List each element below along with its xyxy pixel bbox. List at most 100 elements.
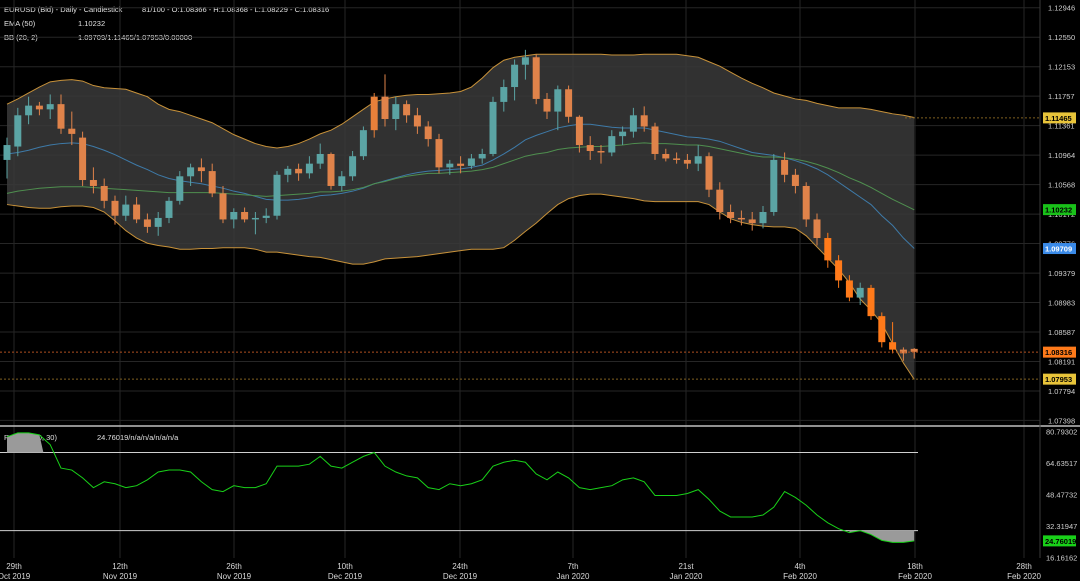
candle-body	[25, 105, 33, 116]
candle-body	[370, 96, 378, 131]
candle-body	[640, 115, 648, 127]
time-label-month: Jan 2020	[670, 572, 703, 581]
candle-body	[673, 158, 681, 160]
candle-body	[230, 212, 238, 220]
candle-body	[100, 185, 108, 201]
rsi-oversold-fill	[849, 530, 915, 543]
candle-body	[910, 348, 918, 352]
rsi-tick-label: 48.47732	[1046, 491, 1077, 500]
bb-upper-badge-label: 1.11465	[1045, 114, 1072, 123]
candle-body	[889, 342, 897, 350]
price-axis: 1.12946 1.12550 1.12153 1.11757 1.11361 1.109…	[0, 0, 1080, 558]
candle-body	[532, 57, 540, 99]
candle-body	[629, 115, 637, 132]
candle-body	[457, 163, 465, 166]
candle-body	[597, 151, 605, 153]
candle-body	[403, 104, 411, 116]
candle-body	[14, 115, 22, 147]
candle-body	[165, 200, 173, 218]
candle-body	[651, 126, 659, 154]
bb-middle-badge-label: 1.09709	[1045, 245, 1072, 254]
candle-body	[781, 159, 789, 175]
time-label-day: 12th	[112, 562, 128, 571]
candle-body	[716, 189, 724, 212]
time-label-day: 18th	[907, 562, 923, 571]
candle-body	[111, 200, 119, 216]
candle-body	[57, 104, 65, 129]
time-label-month: Jan 2020	[557, 572, 590, 581]
chart-title: EURUSD (Bid) - Daily - Candlestick	[4, 5, 123, 14]
price-tick-label: 1.08983	[1048, 299, 1075, 308]
candle-body	[608, 136, 616, 153]
price-tick-label: 1.12550	[1048, 33, 1075, 42]
candles	[0, 49, 1040, 380]
candle-body	[489, 101, 497, 154]
candle-body	[856, 287, 864, 298]
candle-body	[241, 212, 249, 220]
candle-body	[273, 174, 281, 216]
time-label-day: 4th	[794, 562, 805, 571]
time-label-month: Feb 2020	[783, 572, 817, 581]
price-tick-label: 1.09379	[1048, 269, 1075, 278]
candle-body	[424, 126, 432, 140]
candle-body	[705, 156, 713, 190]
candle-body	[694, 156, 702, 164]
time-label-month: Dec 2019	[443, 572, 478, 581]
candle-body	[619, 131, 627, 137]
time-label-day: 21st	[678, 562, 694, 571]
time-label-month: Dec 2019	[328, 572, 363, 581]
candle-body	[511, 64, 519, 88]
candle-body	[219, 193, 227, 220]
price-tick-label: 1.08191	[1048, 357, 1075, 366]
candle-body	[737, 217, 745, 220]
time-label-day: 24th	[452, 562, 468, 571]
candle-body	[554, 89, 562, 112]
ema-badge	[1043, 204, 1076, 216]
candle-body	[813, 219, 821, 239]
candle-body	[824, 238, 832, 261]
bb-upper-line	[6, 53, 915, 149]
bollinger-bands	[6, 53, 915, 380]
bb-lower-badge	[1043, 373, 1076, 385]
candle-body	[392, 104, 400, 120]
time-label-month: Nov 2019	[103, 572, 138, 581]
candle-body	[575, 116, 583, 146]
price-tick-label: 1.08587	[1048, 328, 1075, 337]
ohlc-readout: 81/100 - O:1.08366 - H:1.08368 - L:1.082…	[142, 5, 330, 14]
candle-body	[867, 287, 875, 317]
time-label-day: 29th	[6, 562, 22, 571]
bb-lower-badge-label: 1.07953	[1045, 375, 1072, 384]
rsi-line	[6, 432, 915, 543]
ema-value: 1.10232	[78, 19, 106, 28]
candle-body	[3, 145, 11, 160]
candle-body	[845, 280, 853, 298]
time-label-month: Feb 2020	[1007, 572, 1041, 581]
candle-body	[586, 145, 594, 152]
candle-body	[197, 167, 205, 172]
candle-body	[565, 89, 573, 117]
bb-middle-badge	[1043, 243, 1076, 255]
candle-body	[467, 158, 475, 166]
candle-body	[543, 98, 551, 112]
rsi-tick-label: 64.63517	[1046, 459, 1077, 468]
candle-body	[748, 219, 756, 224]
candle-body	[899, 349, 907, 354]
candle-body	[359, 130, 367, 157]
bb-band-fill	[7, 54, 915, 380]
candle-body	[683, 159, 691, 164]
candle-body	[770, 159, 778, 212]
candle-body	[208, 171, 216, 194]
rsi-overbought-fill	[7, 432, 44, 453]
candle-body	[878, 316, 886, 343]
candle-body	[154, 217, 162, 227]
candle-body	[284, 168, 292, 175]
candle-body	[835, 260, 843, 281]
time-label-month: Nov 2019	[217, 572, 252, 581]
rsi-value-badge-label: 24.76019	[1045, 537, 1076, 546]
ema-label: EMA (50)	[4, 19, 36, 28]
candle-body	[187, 167, 195, 177]
rsi-panel: 80.79302 64.63517 48.47732 32.31947 16.16162…	[0, 427, 1077, 563]
rsi-tick-label: 80.79302	[1046, 427, 1077, 436]
candle-body	[327, 153, 335, 186]
